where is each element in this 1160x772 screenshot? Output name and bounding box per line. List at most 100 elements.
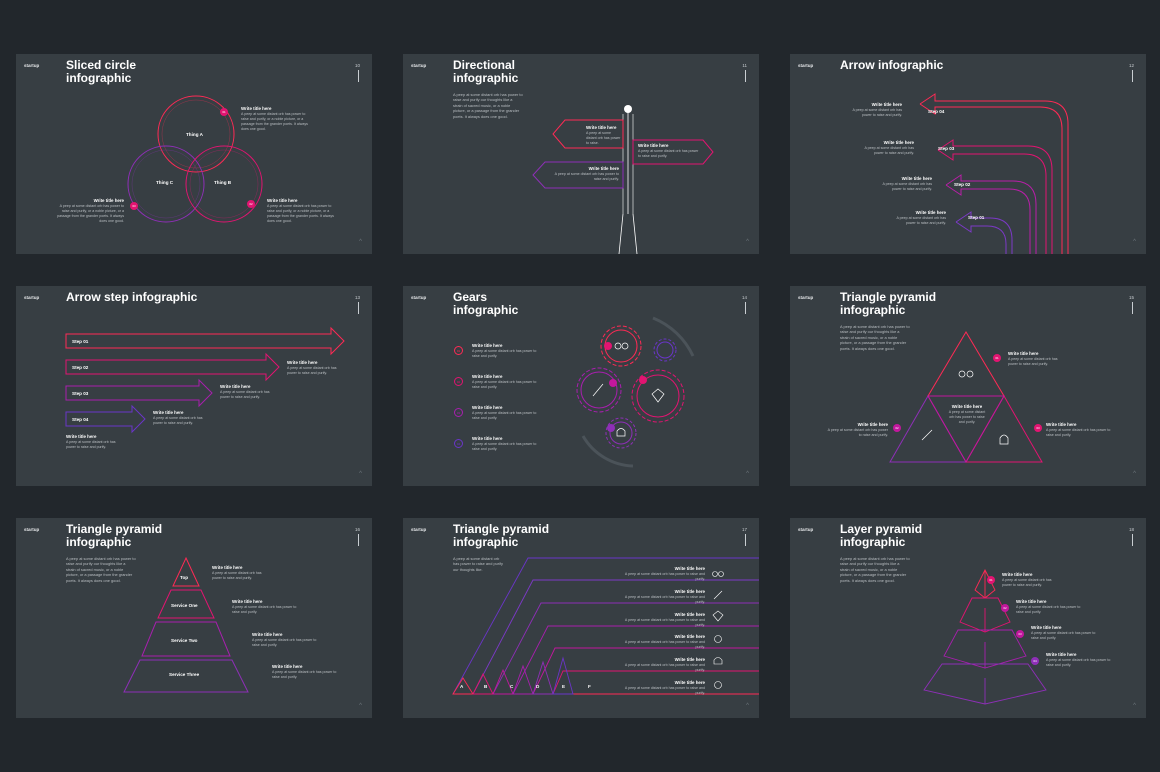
sign-text-2: Write title here A peep at some distant o… [638,143,699,158]
slide-corner-icon: ^ [746,703,749,709]
level-label-top: Top [180,575,189,580]
arrow-text-1: Write title here A peep at some distant o… [896,210,946,225]
step-label-03: Step 03 [938,146,955,151]
layer-text-1: Write title here A peep at some distant o… [1002,572,1052,587]
row-text-3: Write title here A peep at some distant o… [624,612,705,627]
page-number: 16 [354,527,360,532]
gear-text-4: Write title here A peep at some distant o… [472,436,537,451]
step-text-4: Write title here A peep at some distant o… [66,434,116,449]
tri-text-2: Write title here A peep at some distant o… [827,422,888,437]
letter-a: A [460,684,464,689]
step-label-01: Step 01 [72,339,89,344]
page-divider [358,70,359,82]
circle-label-a: Thing A [186,132,203,137]
slide-arrow[interactable]: startup 12 Arrow infographic Step 04 Ste… [790,54,1146,254]
badge-02: 02 [893,424,901,432]
circle-label-b: Thing B [214,180,232,185]
page-divider [1132,534,1133,546]
page-divider [358,302,359,314]
slide-corner-icon: ^ [359,239,362,245]
step-text-1: Write title here A peep at some distant o… [287,360,337,375]
slide-title: Layer pyramid infographic [840,522,923,549]
text-block-01: Write title here A peep at some distant o… [241,106,308,131]
slide-triangle-pyramid-15[interactable]: startup 15 Triangle pyramid infographic A… [790,286,1146,486]
slide-title: Gears infographic [453,290,519,317]
slide-triangle-pyramid-16[interactable]: startup 16 Triangle pyramid infographic A… [16,518,372,718]
slide-title: Directional infographic [453,58,519,85]
page-number: 12 [1128,63,1134,68]
item-ring-04: 04 [454,439,463,448]
slide-title: Arrow step infographic [66,290,198,304]
tri-text-4: Write title here A peep at some distant o… [1046,422,1111,437]
item-ring-02: 02 [454,377,463,386]
venn-diagram [127,95,263,223]
gears-cluster [576,316,695,468]
slide-triangle-pyramid-17[interactable]: startup 17 Triangle pyramid infographic A… [403,518,759,718]
badge-02: 02 [247,200,255,208]
intro-text: A peep at some distant orb has power to … [453,92,523,119]
badge-02: 02 [1001,604,1009,612]
badge-01: 01 [987,576,995,584]
gear-text-3: Write title here A peep at some distant o… [472,405,537,420]
slide-layer-pyramid[interactable]: startup 18 Layer pyramid infographic A pe… [790,518,1146,718]
arrow-text-3: Write title here A peep at some distant o… [864,140,914,155]
letter-e: E [562,684,566,689]
badge-01: 01 [993,354,1001,362]
slide-directional[interactable]: startup 11 Directional infographic A peep… [403,54,759,254]
step-label-01: Step 01 [968,215,985,220]
badge-03: 03 [1016,630,1024,638]
brand-label: startup [24,527,40,532]
intro-text: A peep at some distant orb has power to … [840,324,910,351]
badge-04: 04 [1031,657,1039,665]
step-label-02: Step 02 [954,182,971,187]
intro-text: A peep at some distant orb has power to … [453,556,503,572]
gear-text-2: Write title here A peep at some distant o… [472,374,537,389]
slide-gears[interactable]: startup 14 Gears infographic 01 02 03 04 … [403,286,759,486]
intro-text: A peep at some distant orb has power to … [840,556,910,583]
circle-label-c: Thing C [156,180,174,185]
pyr-text-3: Write title here A peep at some distant o… [252,632,317,647]
slide-corner-icon: ^ [746,471,749,477]
slide-title: Triangle pyramid infographic [453,522,550,549]
bent-arrows [919,93,1069,254]
row-text-1: Write title here A peep at some distant o… [624,566,705,581]
sign-text-3: Write title here A peep at some distant o… [554,166,619,181]
letter-f: F [588,684,591,689]
row-text-2: Write title here A peep at some distant o… [624,589,705,604]
badge-03: 03 [1034,424,1042,432]
level-label-one: Service One [171,603,198,608]
slide-title: Sliced circle infographic [66,58,137,85]
layer-text-3: Write title here A peep at some distant o… [1031,625,1096,640]
page-divider [358,534,359,546]
step-text-2: Write title here A peep at some distant o… [220,384,270,399]
slide-sliced-circle[interactable]: startup 10 Sliced circle infographic Thin… [16,54,372,254]
triangle-diagram [889,331,1043,464]
slide-corner-icon: ^ [1133,239,1136,245]
sign-text-1: Write title here A peep at some distant o… [586,125,621,145]
page-number: 18 [1128,527,1134,532]
slide-title: Arrow infographic [840,58,944,72]
page-number: 17 [741,527,747,532]
level-label-two: Service Two [171,638,198,643]
pyr-text-4: Write title here A peep at some distant o… [272,664,337,679]
slide-corner-icon: ^ [1133,703,1136,709]
layer-text-4: Write title here A peep at some distant o… [1046,652,1111,667]
slide-corner-icon: ^ [746,239,749,245]
page-divider [1132,302,1133,314]
step-label-04: Step 04 [72,417,89,422]
text-block-02: Write title here A peep at some distant o… [267,198,334,223]
slide-arrow-step[interactable]: startup 13 Arrow step infographic Step 0… [16,286,372,486]
layer-pyramid-diagram [923,568,1047,705]
letter-d: D [536,684,540,689]
page-number: 13 [354,295,360,300]
arrow-text-2: Write title here A peep at some distant o… [882,176,932,191]
page-number: 11 [742,63,747,68]
page-divider [745,534,746,546]
item-ring-03: 03 [454,408,463,417]
step-text-3: Write title here A peep at some distant o… [153,410,203,425]
page-number: 15 [1128,295,1134,300]
step-label-04: Step 04 [928,109,945,114]
brand-label: startup [411,527,427,532]
arrow-text-4: Write title here A peep at some distant o… [852,102,902,117]
gear-text-1: Write title here A peep at some distant o… [472,343,537,358]
